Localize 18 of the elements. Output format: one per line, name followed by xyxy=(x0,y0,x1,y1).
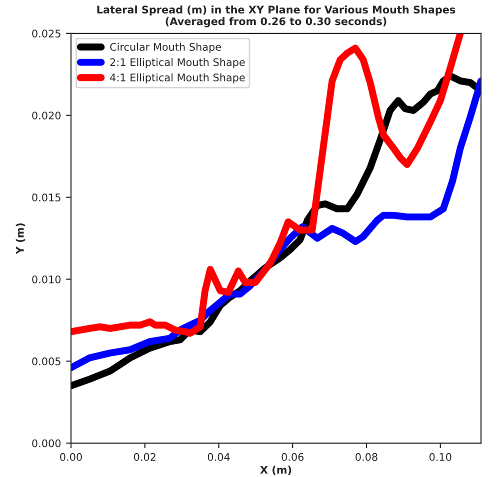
y-tick-label: 0.010 xyxy=(32,275,61,284)
x-tick-label: 0.04 xyxy=(208,453,230,461)
y-tick-label: 0.000 xyxy=(32,439,61,448)
x-tick-label: 0.00 xyxy=(60,453,82,461)
x-axis-title: X (m) xyxy=(260,466,292,476)
x-tick-label: 0.06 xyxy=(282,453,304,461)
legend-label: 4:1 Elliptical Mouth Shape xyxy=(110,73,245,84)
y-tick-label: 0.015 xyxy=(32,194,60,202)
x-tick-label: 0.02 xyxy=(134,453,156,461)
y-axis-title: Y (m) xyxy=(16,223,26,254)
legend-label: 2:1 Elliptical Mouth Shape xyxy=(110,58,245,68)
chart-title: Lateral Spread (m) in the XY Plane for Various Mouth Shapes (Averaged from 0.26 to 0.30 seconds) xyxy=(97,5,456,28)
legend-label: Circular Mouth Shape xyxy=(110,42,221,53)
y-tick-label: 0.020 xyxy=(32,112,61,120)
x-tick-label: 0.08 xyxy=(356,453,378,461)
y-tick-label: 0.005 xyxy=(32,357,60,366)
x-tick-label: 0.10 xyxy=(429,453,452,461)
y-tick-label: 0.025 xyxy=(32,30,60,38)
